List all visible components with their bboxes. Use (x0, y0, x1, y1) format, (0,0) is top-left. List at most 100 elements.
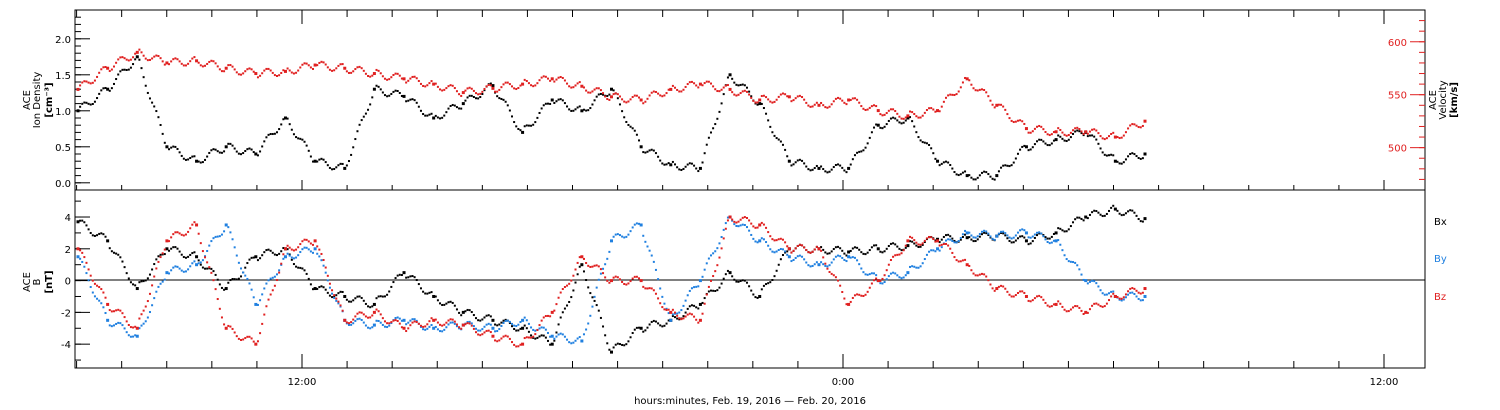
bz-sample (333, 294, 336, 297)
velocity-sample (680, 90, 683, 93)
by-sample (828, 264, 831, 267)
by-sample (718, 242, 721, 245)
by-sample (1118, 298, 1121, 301)
by-sample (980, 230, 983, 233)
bz-sample (1052, 303, 1055, 306)
bz-sample (663, 308, 666, 311)
bz-sample (1000, 284, 1003, 287)
velocity-sample (1076, 126, 1079, 129)
density-sample (955, 173, 958, 176)
velocity-sample (1021, 120, 1024, 123)
by-sample (866, 273, 869, 276)
bx-sample (419, 287, 422, 290)
velocity-sample (845, 103, 848, 106)
bz-sample (197, 232, 200, 235)
bz-sample (618, 278, 621, 281)
density-sample (684, 165, 687, 168)
velocity-sample (339, 63, 342, 66)
velocity-sample (1010, 119, 1013, 122)
density-sample (633, 129, 636, 132)
density-sample (779, 140, 782, 143)
velocity-sample (1031, 130, 1034, 133)
density-sample (134, 58, 137, 61)
bz-sample (451, 318, 454, 321)
velocity-sample (400, 77, 403, 80)
density-sample (578, 105, 581, 108)
bx-sample (142, 280, 145, 283)
velocity-sample (599, 89, 602, 92)
density-sample (885, 123, 888, 126)
density-sample (964, 170, 967, 173)
top-ylabel-l1: ACE (22, 90, 33, 110)
by-sample (157, 285, 160, 288)
bz-sample (972, 272, 975, 275)
by-sample (324, 271, 327, 274)
density-sample (667, 162, 670, 165)
density-sample (775, 137, 778, 140)
by-sample (369, 327, 372, 330)
by-sample (701, 275, 704, 278)
by-sample (117, 321, 120, 324)
velocity-sample (1080, 130, 1083, 133)
velocity-sample (212, 60, 215, 63)
density-point (639, 145, 643, 149)
by-point (76, 255, 80, 259)
velocity-sample (693, 82, 696, 85)
bz-sample (928, 235, 931, 238)
bz-sample (494, 339, 497, 342)
density-sample (415, 101, 418, 104)
bx-sample (481, 318, 484, 321)
by-sample (604, 263, 607, 266)
velocity-point (165, 61, 169, 65)
bz-sample (288, 246, 291, 249)
density-point (995, 174, 999, 178)
bx-sample (688, 305, 691, 308)
velocity-sample (832, 100, 835, 103)
velocity-sample (987, 95, 990, 98)
density-sample (1124, 158, 1127, 161)
bx-sample (265, 249, 268, 252)
by-sample (705, 262, 708, 265)
velocity-sample (121, 56, 124, 59)
bx-sample (96, 234, 99, 237)
by-sample (1137, 297, 1140, 300)
bx-sample (695, 306, 698, 309)
density-sample (1029, 148, 1032, 151)
bz-sample (750, 222, 753, 225)
bx-sample (623, 344, 626, 347)
by-sample (79, 257, 82, 260)
by-sample (191, 262, 194, 265)
bz-sample (337, 300, 340, 303)
bz-sample (688, 312, 691, 315)
density-sample (235, 150, 238, 153)
bz-sample (517, 345, 520, 348)
by-sample (824, 264, 827, 267)
bz-sample (923, 239, 926, 242)
by-sample (223, 230, 226, 233)
bz-sample (91, 279, 94, 282)
bz-sample (93, 282, 96, 285)
bz-sample (479, 334, 482, 337)
density-sample (773, 134, 776, 137)
density-sample (172, 145, 175, 148)
density-sample (762, 107, 765, 110)
bz-sample (853, 294, 856, 297)
bz-sample (214, 288, 217, 291)
bx-sample (508, 322, 511, 325)
density-point (372, 87, 376, 91)
by-sample (1097, 285, 1100, 288)
bz-sample (212, 279, 215, 282)
bx-sample (248, 258, 251, 261)
bx-sample (144, 279, 147, 282)
density-sample (307, 149, 310, 152)
by-sample (396, 316, 399, 319)
bx-sample (127, 277, 130, 280)
velocity-point (461, 91, 465, 95)
bx-sample (172, 246, 175, 249)
velocity-sample (985, 91, 988, 94)
velocity-sample (771, 101, 774, 104)
bx-sample (269, 249, 272, 252)
bz-sample (193, 221, 196, 224)
density-sample (928, 143, 931, 146)
bx-sample (212, 270, 215, 273)
